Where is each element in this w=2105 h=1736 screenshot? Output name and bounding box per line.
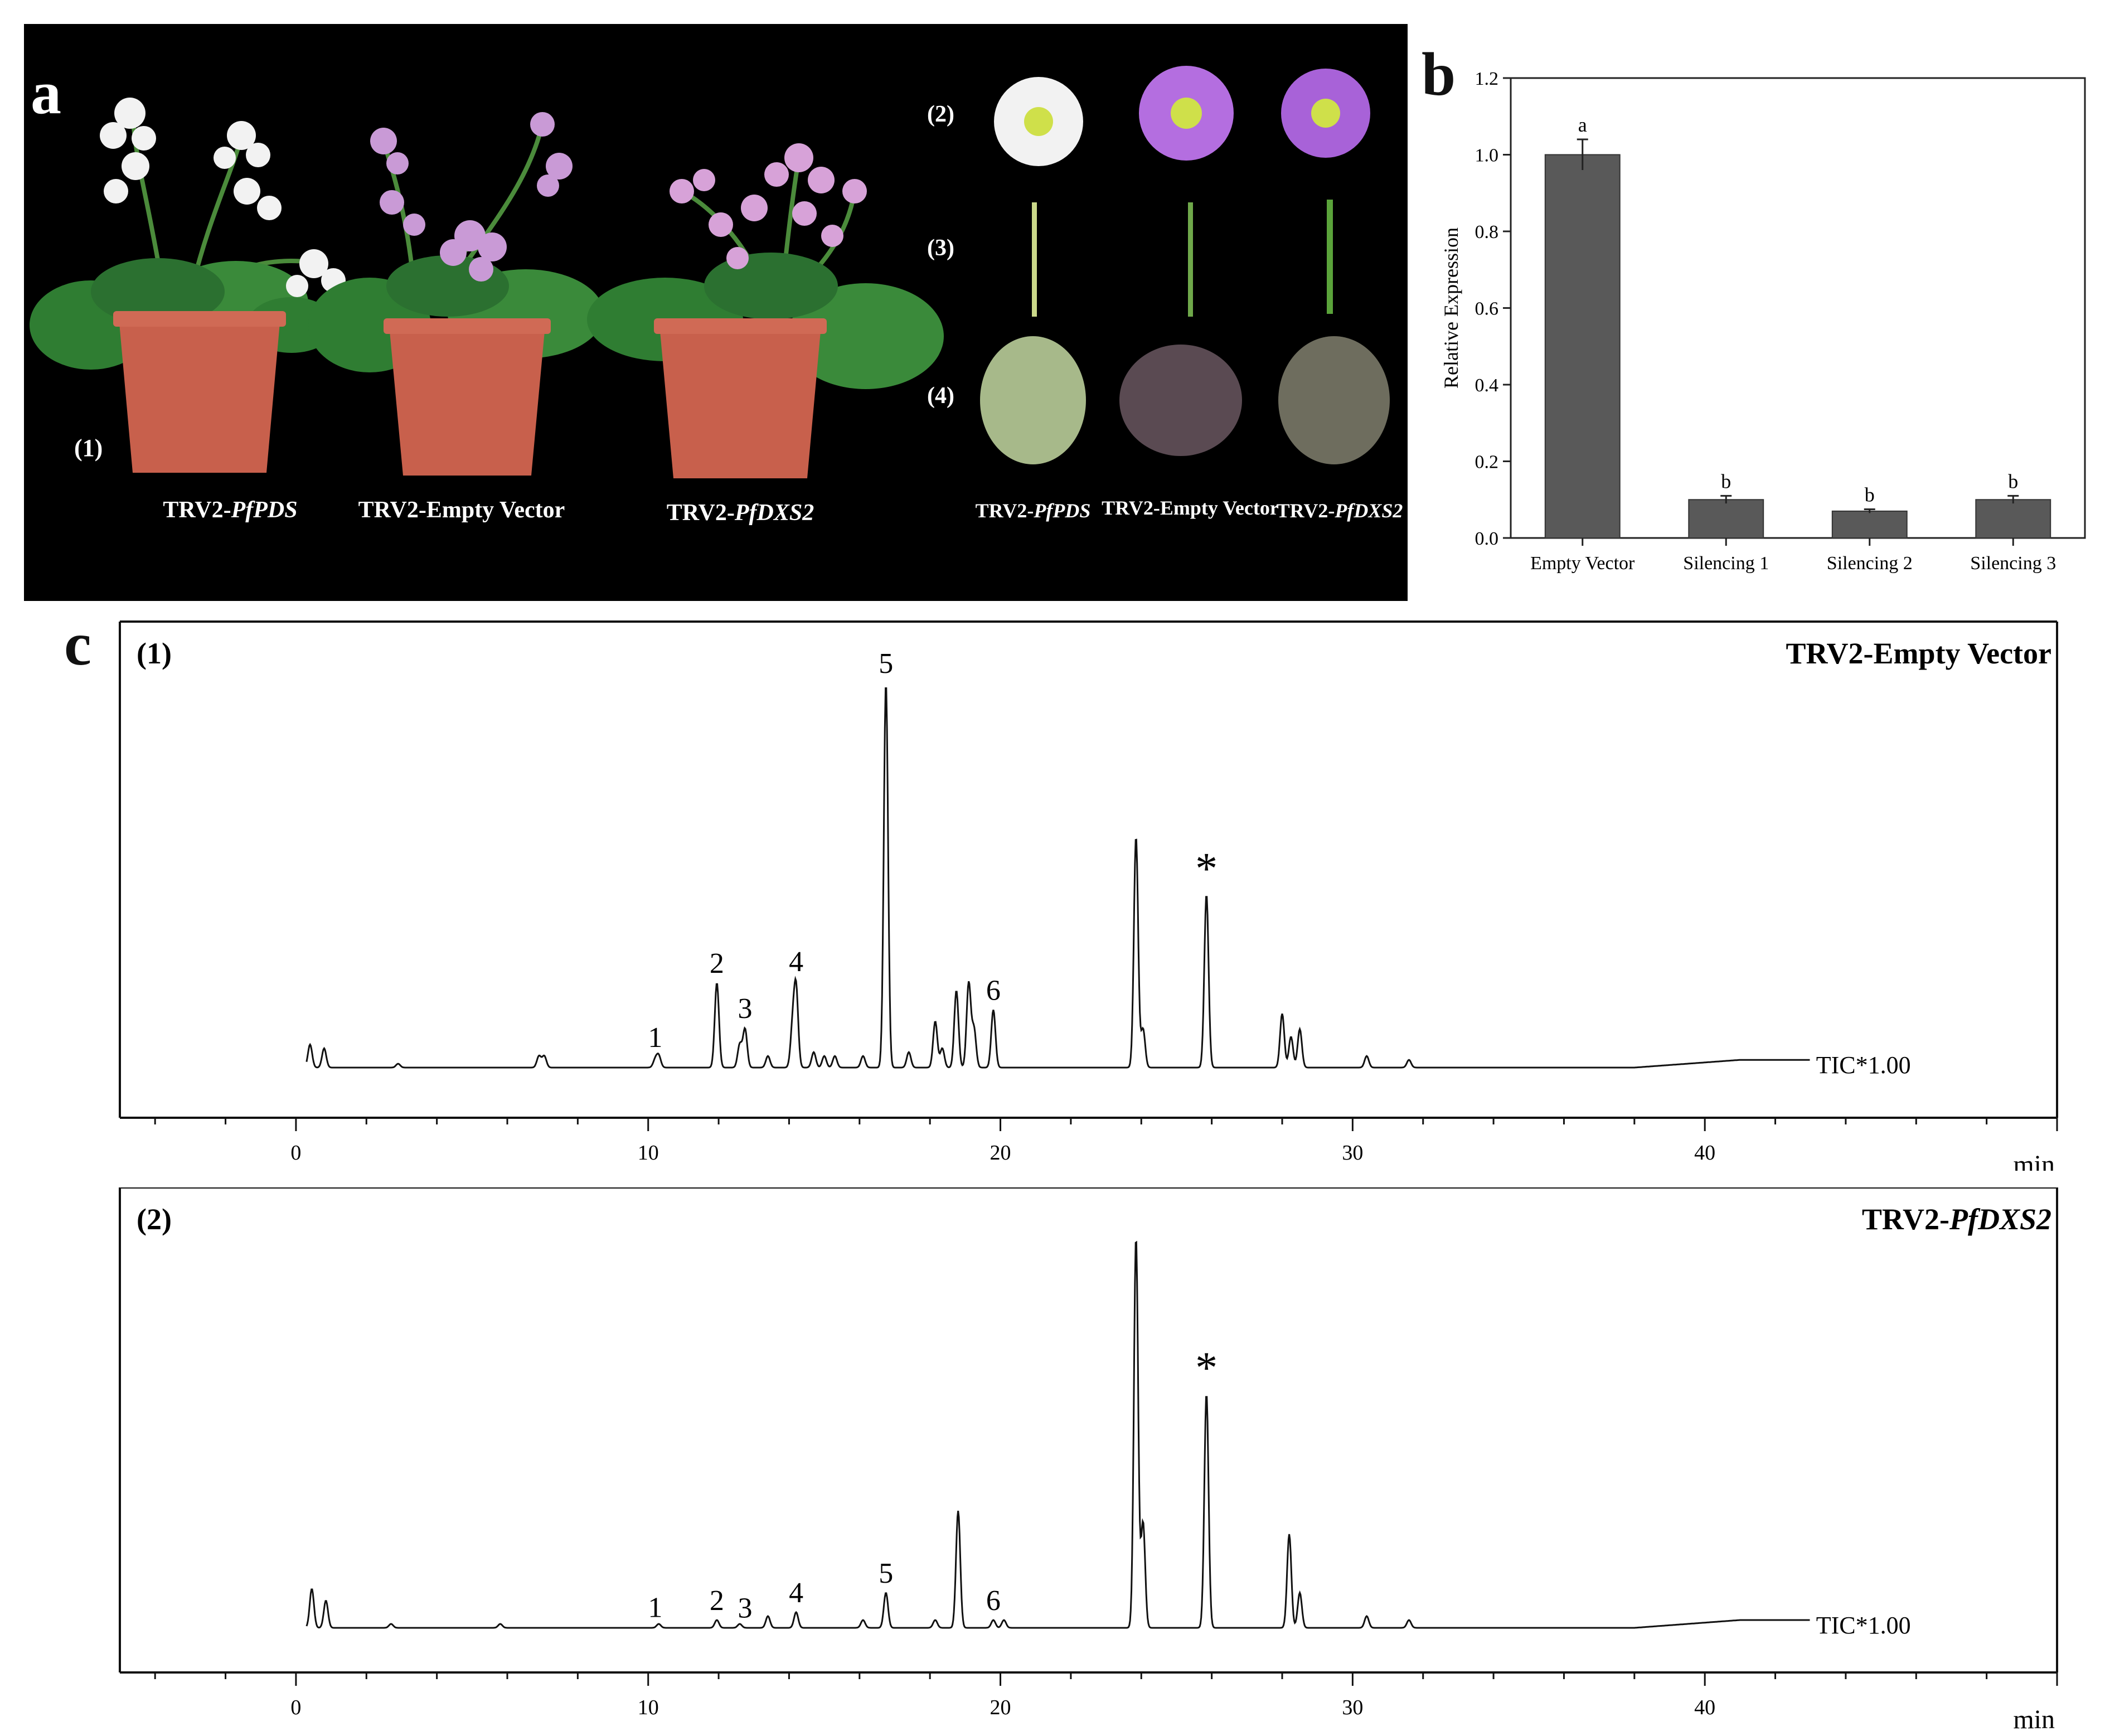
leaf-empty-vector	[1119, 345, 1242, 456]
y-tick-label: 0.4	[1475, 375, 1499, 396]
peak-label: 3	[738, 993, 752, 1025]
chromatogram-panel-label: (2)	[137, 1202, 172, 1236]
organ-caption-pfpds: TRV2-PfPDS	[976, 500, 1091, 522]
chromatogram-title: TRV2-PfDXS2	[1862, 1202, 2051, 1236]
x-axis-label: min	[2013, 1705, 2055, 1734]
bar	[1831, 510, 1908, 539]
bar	[1975, 499, 2051, 539]
leaf-pfdxs2	[1278, 336, 1390, 464]
y-tick-label: 1.0	[1475, 146, 1499, 166]
organ-caption-empty-vector: TRV2-Empty Vector	[1102, 497, 1279, 519]
peak-label: 4	[789, 1577, 803, 1609]
stem-pfdxs2	[1327, 200, 1333, 314]
significance-letter: b	[1865, 483, 1875, 506]
tic-label: TIC*1.00	[1816, 1612, 1911, 1639]
significance-letter: b	[1721, 470, 1731, 492]
x-tick-label: Silencing 2	[1827, 553, 1913, 574]
chromatogram-panel-label: (1)	[137, 637, 172, 670]
organ-caption-pfdxs2: TRV2-PfDXS2	[1277, 500, 1403, 522]
peak-label: 5	[879, 648, 893, 680]
peak-label: 5	[879, 1558, 893, 1589]
peak-label: *	[1195, 845, 1218, 894]
plant-pfdxs2	[587, 143, 944, 478]
peak-label: 6	[986, 975, 1001, 1007]
y-axis-label: Relative Expression	[1440, 227, 1462, 389]
x-tick-label: 20	[990, 1141, 1011, 1165]
x-tick-label: 0	[290, 1696, 301, 1719]
tic-trace	[305, 1240, 1810, 1629]
tic-label: TIC*1.00	[1816, 1051, 1911, 1079]
x-tick-label: 40	[1694, 1696, 1715, 1719]
x-tick-label: 30	[1342, 1141, 1363, 1165]
photo-panel-a: a	[24, 24, 1408, 601]
peak-label: 1	[648, 1022, 662, 1054]
x-tick-label: 10	[638, 1141, 659, 1165]
significance-letter: a	[1578, 114, 1587, 136]
plant-pfpds	[30, 98, 346, 473]
stem-empty-vector	[1188, 202, 1193, 317]
plant-photo-composite: a	[30, 59, 1403, 526]
x-tick-label: 0	[290, 1141, 301, 1165]
x-tick-label: Silencing 3	[1970, 553, 2056, 574]
tic-trace	[305, 687, 1810, 1069]
bar	[1544, 154, 1621, 539]
chromatogram-plot-area: 0 10 20 30 40 min (1) TRV2-Empty Vector TIC*1.00…	[119, 620, 2058, 1171]
y-tick-label: 0.2	[1475, 452, 1499, 473]
bar-chart-plot-area: 0.0 0.2 0.4 0.6 0.8 1.0 1.2 a Empty Vector b Silen…	[1475, 69, 2086, 574]
y-tick-label: 1.2	[1475, 69, 1499, 89]
chromatogram-title: TRV2-Empty Vector	[1786, 637, 2051, 670]
x-tick-label: 10	[638, 1696, 659, 1719]
plant-row-label: (1)	[74, 434, 103, 462]
peak-label: 2	[710, 1585, 724, 1617]
organ-row-label-flower: (2)	[927, 101, 954, 127]
plant-empty-vector	[308, 112, 604, 476]
peak-label: 1	[648, 1592, 662, 1623]
peak-label: 3	[738, 1593, 752, 1625]
plant-caption-empty-vector: TRV2-Empty Vector	[358, 497, 565, 523]
peak-label: 4	[789, 946, 803, 978]
x-tick-label: Silencing 1	[1683, 553, 1769, 574]
organ-row-label-stem: (3)	[927, 235, 954, 261]
peak-label: 6	[986, 1585, 1001, 1617]
x-tick-label: Empty Vector	[1530, 553, 1635, 574]
relative-expression-bar-chart: 0.0 0.2 0.4 0.6 0.8 1.0 1.2 a Empty Vector b Silen…	[1440, 69, 2086, 574]
peak-label: 2	[710, 948, 724, 979]
chromatogram-empty-vector: 0 10 20 30 40 min (1) TRV2-Empty Vector TIC*1.00…	[119, 620, 2058, 1171]
flower-pfdxs2	[1281, 69, 1370, 158]
panel-letter-a: a	[31, 59, 61, 127]
significance-letter: b	[2008, 470, 2018, 492]
organ-row-label-leaf: (4)	[927, 383, 954, 409]
peak-label: *	[1195, 1344, 1218, 1393]
panel-letter-b: b	[1422, 40, 1456, 108]
x-tick-label: 20	[990, 1696, 1011, 1719]
bar	[1688, 499, 1764, 539]
x-tick-label: 30	[1342, 1696, 1363, 1719]
y-tick-label: 0.8	[1475, 222, 1499, 243]
plant-caption-pfdxs2: TRV2-PfDXS2	[667, 500, 814, 526]
y-tick-label: 0.6	[1475, 299, 1499, 319]
x-tick-label: 40	[1694, 1141, 1715, 1165]
leaf-pfpds	[980, 336, 1086, 464]
panel-letter-c: c	[64, 610, 91, 678]
stem-pfpds	[1032, 202, 1037, 317]
y-tick-label: 0.0	[1475, 528, 1499, 549]
flower-pfpds	[994, 77, 1083, 166]
plant-caption-pfpds: TRV2-PfPDS	[163, 497, 297, 523]
flower-empty-vector	[1139, 66, 1234, 161]
x-axis-label: min	[2013, 1150, 2055, 1171]
